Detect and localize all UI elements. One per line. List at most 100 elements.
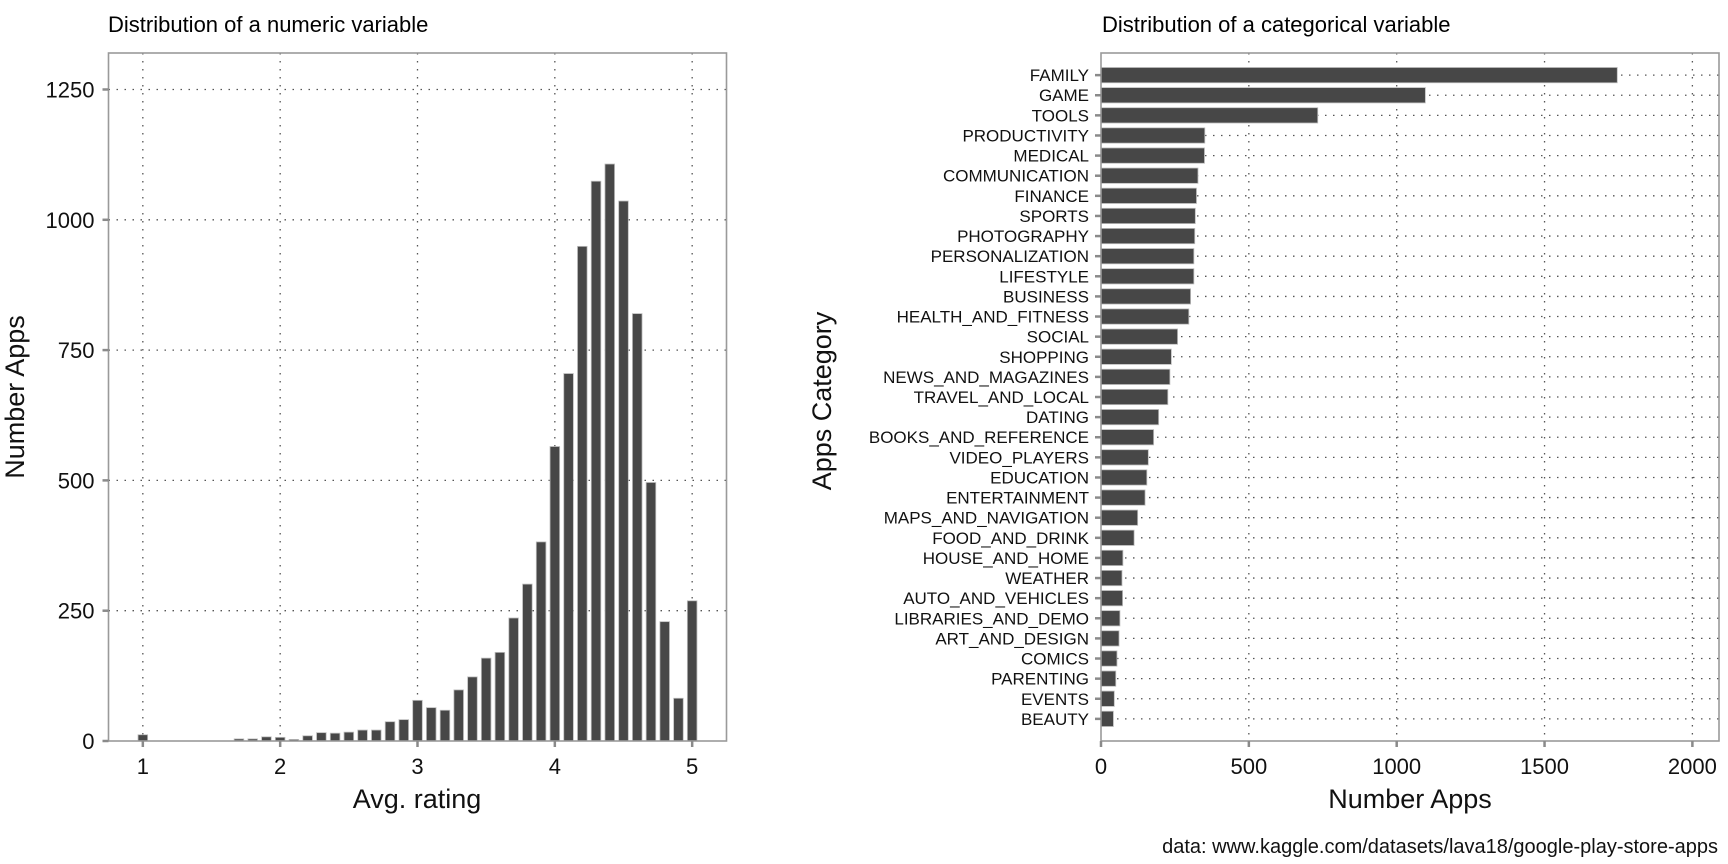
right-gridlines <box>1101 53 1719 741</box>
category-label: COMMUNICATION <box>943 167 1089 186</box>
category-label: VIDEO_PLAYERS <box>949 448 1089 467</box>
category-label: BOOKS_AND_REFERENCE <box>869 428 1089 447</box>
left-y-tick-label: 500 <box>58 468 95 493</box>
category-bar <box>1100 308 1190 325</box>
category-label: TRAVEL_AND_LOCAL <box>914 388 1089 407</box>
histogram-bar <box>371 729 382 742</box>
category-bar <box>1100 87 1426 104</box>
category-label: FAMILY <box>1030 66 1089 85</box>
histogram-bar <box>563 373 574 742</box>
histogram-bar <box>549 446 561 742</box>
left-y-tick-label: 1250 <box>46 77 95 102</box>
right-x-axis-label: Number Apps <box>1328 784 1492 814</box>
right-chart-title: Distribution of a categorical variable <box>1102 12 1451 37</box>
histogram-bar <box>343 731 355 742</box>
histogram-bar <box>480 657 492 742</box>
category-bar <box>1100 630 1120 647</box>
category-bar <box>1100 489 1146 506</box>
category-bar <box>1100 248 1195 265</box>
category-bar <box>1100 429 1155 446</box>
category-bar <box>1100 409 1160 426</box>
category-bar <box>1100 127 1206 144</box>
category-bar <box>1100 107 1319 124</box>
histogram-bar <box>357 729 368 742</box>
histogram-bar <box>398 719 409 742</box>
category-label: ENTERTAINMENT <box>946 489 1089 508</box>
histogram-bar <box>453 689 464 742</box>
category-bar <box>1100 710 1114 727</box>
category-bar <box>1100 449 1149 466</box>
histogram-bar <box>632 313 643 742</box>
category-bar <box>1100 228 1196 245</box>
category-label: LIBRARIES_AND_DEMO <box>894 609 1089 628</box>
category-bar <box>1100 207 1196 224</box>
category-bar <box>1100 167 1199 184</box>
category-label: SOCIAL <box>1027 328 1089 347</box>
category-bar <box>1100 288 1191 305</box>
histogram-bar <box>467 676 478 742</box>
left-x-axis-label: Avg. rating <box>353 784 482 814</box>
right-x-tick-label: 1500 <box>1520 754 1569 779</box>
category-bar <box>1100 469 1148 486</box>
category-label: AUTO_AND_VEHICLES <box>903 589 1089 608</box>
histogram-bar <box>618 200 629 742</box>
left-y-tick-label: 0 <box>82 729 94 754</box>
left-axis-ticks: 1 2 3 4 5 0 250 500 750 1000 1250 <box>46 77 699 779</box>
category-label: BEAUTY <box>1021 710 1089 729</box>
right-y-axis-label: Apps Category <box>807 311 837 490</box>
category-bar <box>1100 328 1178 345</box>
left-y-tick-label: 750 <box>58 338 95 363</box>
right-x-tick-label: 1000 <box>1372 754 1421 779</box>
category-bar <box>1100 690 1115 707</box>
category-label: EDUCATION <box>990 468 1089 487</box>
category-label: BUSINESS <box>1003 287 1089 306</box>
category-bar <box>1100 529 1135 546</box>
category-bar <box>1100 610 1121 627</box>
category-bar <box>1100 650 1118 667</box>
category-bar <box>1100 670 1117 687</box>
histogram-bar <box>329 732 341 742</box>
histogram-bar <box>577 245 588 742</box>
right-x-tick-label: 0 <box>1095 754 1107 779</box>
numeric-histogram: Distribution of a numeric variable 1 2 3 4 5… <box>0 12 728 814</box>
categorical-bar-chart: Distribution of a categorical variable 0… <box>807 12 1720 858</box>
category-label: COMICS <box>1021 650 1089 669</box>
category-bar <box>1100 348 1172 365</box>
histogram-bar <box>384 721 396 742</box>
category-label: PARENTING <box>991 670 1089 689</box>
category-bar <box>1100 549 1124 566</box>
category-label: EVENTS <box>1021 690 1089 709</box>
category-label: NEWS_AND_MAGAZINES <box>883 368 1089 387</box>
category-label: FINANCE <box>1014 187 1089 206</box>
category-label: HOUSE_AND_HOME <box>923 549 1089 568</box>
left-x-tick-label: 4 <box>549 754 561 779</box>
histogram-bar <box>412 699 423 742</box>
histogram-bar <box>645 482 657 742</box>
left-gridlines <box>108 53 727 741</box>
left-y-tick-label: 250 <box>58 599 95 624</box>
category-bar <box>1100 187 1197 204</box>
category-label: GAME <box>1039 86 1089 105</box>
right-x-tick-label: 500 <box>1230 754 1267 779</box>
histogram-bar <box>673 697 684 742</box>
category-label: DATING <box>1026 408 1089 427</box>
category-label: HEALTH_AND_FITNESS <box>897 308 1089 327</box>
histogram-bar <box>590 180 602 742</box>
category-label: TOOLS <box>1032 106 1089 125</box>
category-label: SPORTS <box>1019 207 1089 226</box>
left-y-axis-label: Number Apps <box>0 315 30 479</box>
right-bars <box>1100 67 1618 727</box>
category-label: FOOD_AND_DRINK <box>932 529 1089 548</box>
category-label: ART_AND_DESIGN <box>935 629 1089 648</box>
category-label: LIFESTYLE <box>999 267 1089 286</box>
category-label: PRODUCTIVITY <box>962 126 1089 145</box>
category-bar <box>1100 570 1123 587</box>
left-x-tick-label: 5 <box>686 754 698 779</box>
category-label: PHOTOGRAPHY <box>957 227 1089 246</box>
category-bar <box>1100 147 1205 164</box>
histogram-bar <box>439 709 451 742</box>
category-label: MEDICAL <box>1013 147 1089 166</box>
category-bar <box>1100 509 1139 526</box>
histogram-bar <box>508 617 519 742</box>
